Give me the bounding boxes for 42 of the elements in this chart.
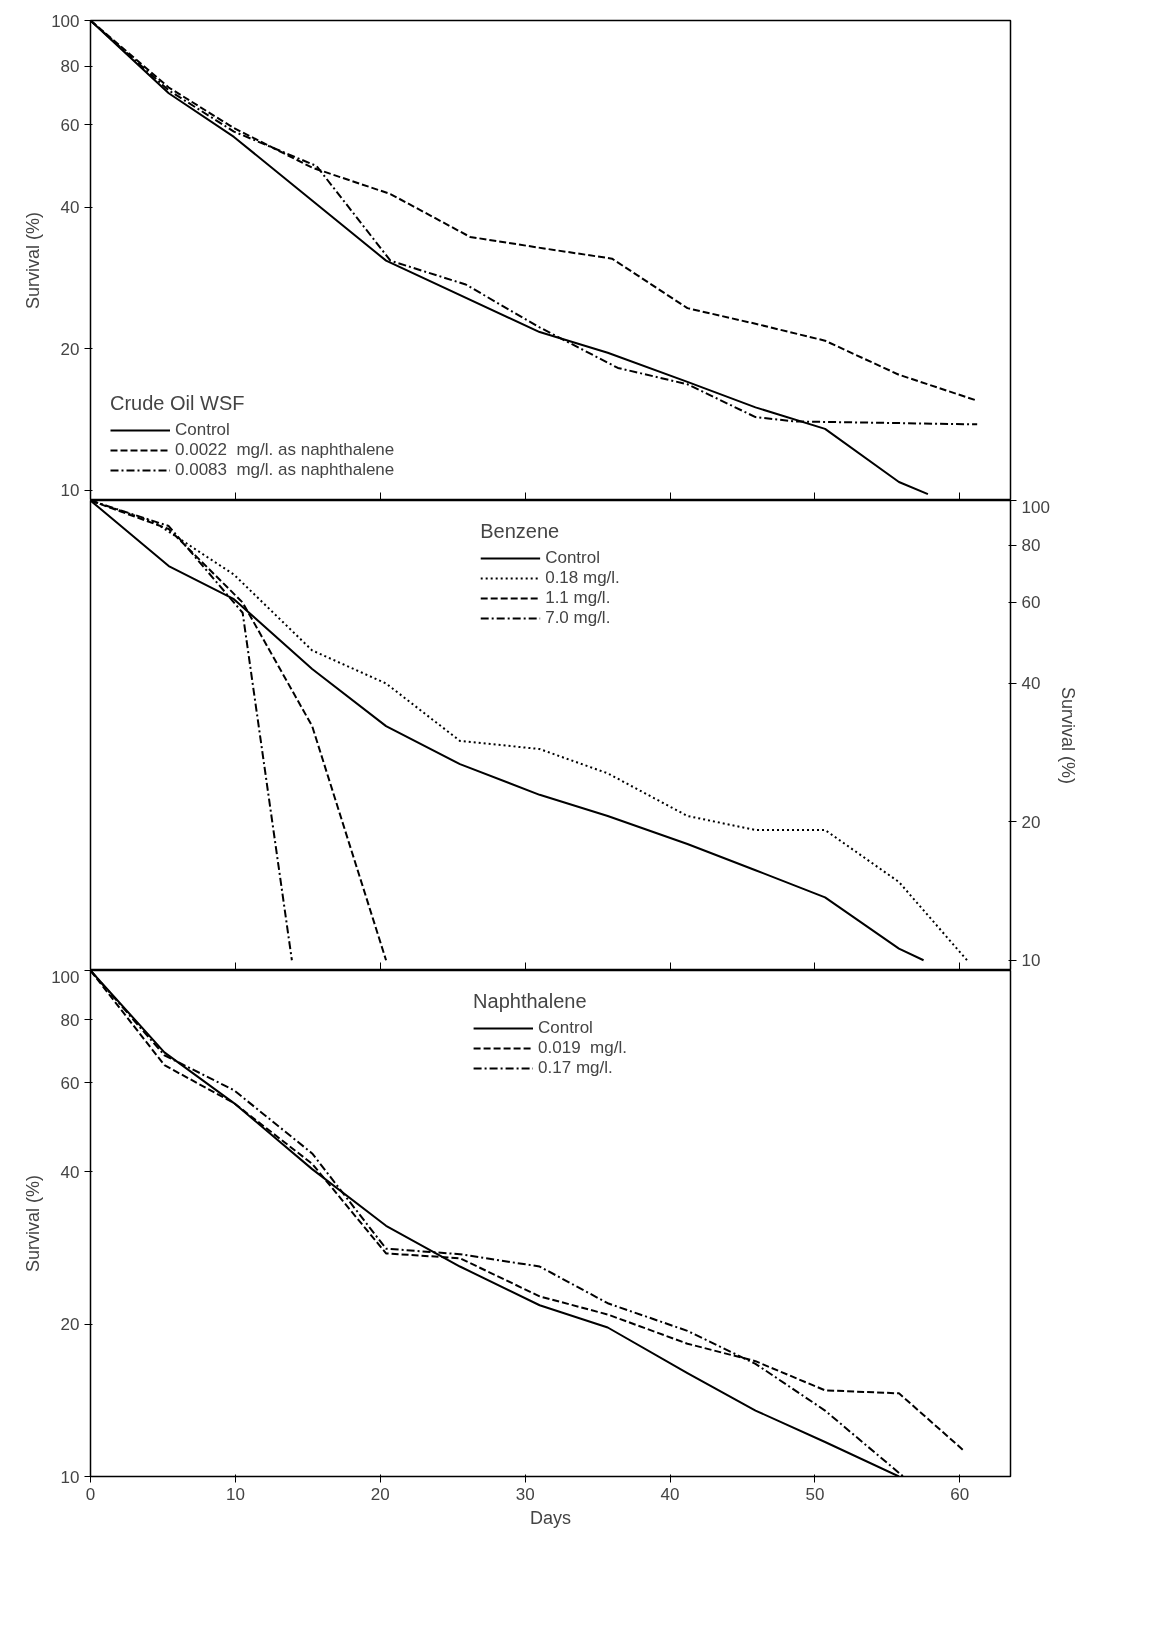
legend-label: Control (538, 1018, 593, 1038)
y-tick-label: 80 (60, 57, 80, 76)
legend-label: Control (175, 420, 230, 440)
y2-tick-label: 80 (1021, 536, 1041, 556)
y-axis-title: Survival (%) (23, 211, 44, 310)
y-tick-label: 60 (60, 1073, 80, 1093)
x-tick-label: 50 (805, 1484, 825, 1504)
y2-tick-label: 40 (1021, 674, 1041, 694)
y2-tick-label: 100 (1021, 497, 1050, 517)
x-tick-label: 60 (950, 1484, 970, 1504)
y2-tick-label: 10 (1021, 951, 1041, 971)
y-tick-label: 10 (60, 481, 80, 501)
x-tick-label: 40 (660, 1484, 680, 1504)
legend-label: 0.0083 mg/l. as naphthalene (175, 460, 395, 480)
legend-title: Benzene (480, 520, 561, 543)
legend-label: 0.17 mg/l. (538, 1058, 613, 1078)
legend-label: 0.0022 mg/l. as naphthalene (175, 440, 395, 460)
y-tick-label: 60 (60, 115, 80, 135)
legend-label: Control (545, 548, 600, 568)
y-tick-label: 100 (51, 967, 80, 987)
y2-tick-label: 20 (1021, 812, 1041, 832)
legend-label: 0.18 mg/l. (545, 568, 620, 588)
x-tick-label: 30 (515, 1484, 535, 1504)
legend-label: 1.1 mg/l. (545, 588, 611, 608)
y-axis-title: Survival (%) (23, 1174, 44, 1273)
x-axis-title: Days (530, 1507, 572, 1528)
y-tick-label: 20 (60, 1315, 80, 1335)
y-tick-label: 40 (60, 198, 80, 218)
y2-axis-title: Survival (%) (1057, 686, 1078, 785)
y2-tick-label: 60 (1021, 593, 1041, 613)
y-tick-label: 80 (60, 1010, 80, 1030)
y-tick-label: 10 (60, 1467, 80, 1487)
y-tick-label: 20 (60, 339, 80, 359)
legend-label: 7.0 mg/l. (545, 608, 611, 628)
legend-title: Naphthalene (473, 990, 588, 1013)
y-tick-label: 100 (51, 11, 80, 31)
x-tick-label: 10 (225, 1484, 245, 1504)
x-tick-label: 0 (85, 1484, 96, 1504)
y-tick-label: 40 (60, 1162, 80, 1182)
legend-title: Crude Oil WSF (110, 392, 246, 415)
legend-label: 0.019 mg/l. (538, 1038, 627, 1058)
x-tick-label: 20 (370, 1484, 390, 1504)
